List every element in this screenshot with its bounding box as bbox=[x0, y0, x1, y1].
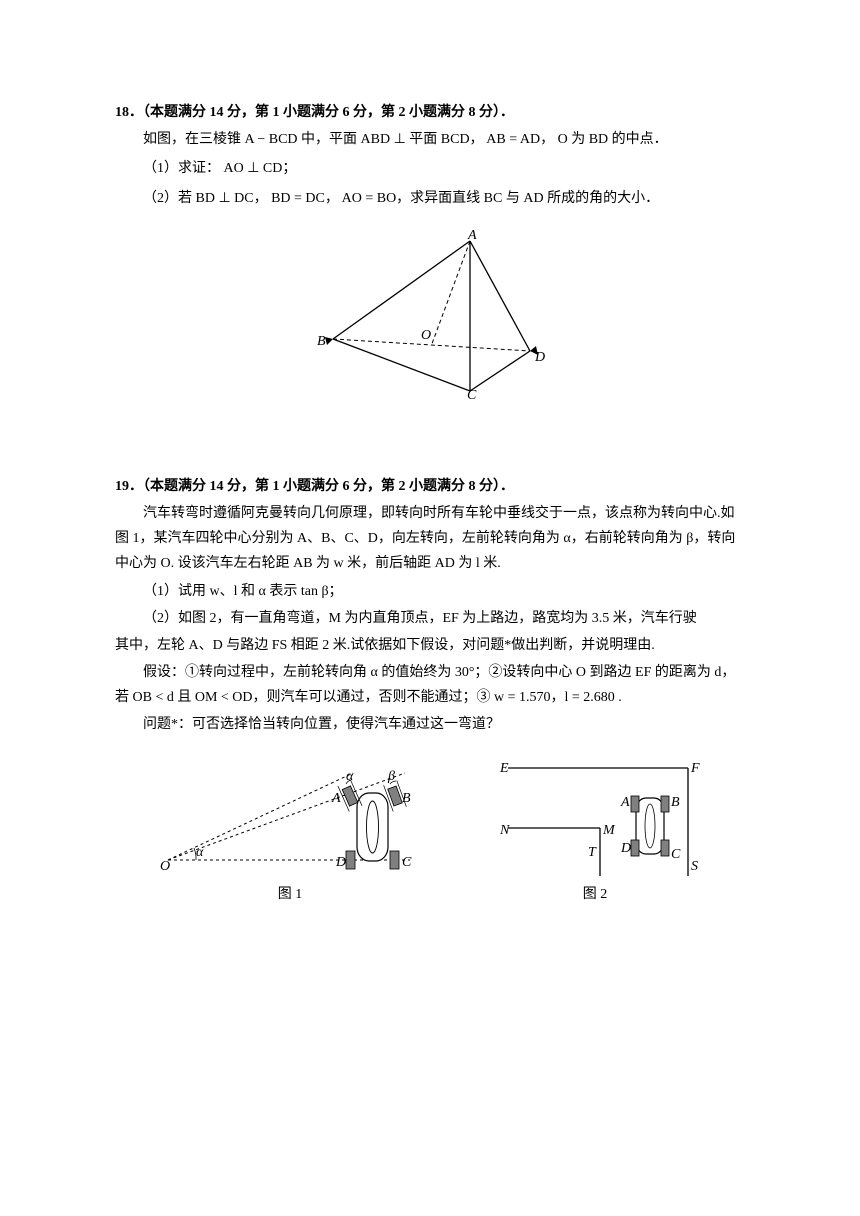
fig1-A: A bbox=[331, 791, 341, 806]
fig2-S: S bbox=[691, 859, 698, 874]
problem-19: 19．（本题满分 14 分，第 1 小题满分 6 分，第 2 小题满分 8 分）… bbox=[115, 474, 745, 907]
figure-row: α β α O A B D C 图 1 bbox=[115, 758, 745, 907]
problem-18-sub1: （1）求证： AO ⊥ CD； bbox=[115, 156, 745, 181]
fig2-N: N bbox=[499, 823, 510, 838]
problem-19-header: 19．（本题满分 14 分，第 1 小题满分 6 分，第 2 小题满分 8 分）… bbox=[115, 474, 745, 499]
label-beta: β bbox=[387, 769, 395, 784]
problem-19-para3: 假设：①转向过程中，左前轮转向角 α 的值始终为 30°；②设转向中心 O 到路… bbox=[115, 660, 745, 710]
label-B: B bbox=[317, 334, 326, 349]
label-D: D bbox=[534, 350, 545, 365]
figure-2-svg: E F N M T S A B D C bbox=[490, 758, 700, 878]
tetrahedron-figure: A B D C O bbox=[315, 229, 545, 399]
fig1-B: B bbox=[402, 791, 411, 806]
fig1-O: O bbox=[160, 859, 170, 874]
figure-2-block: E F N M T S A B D C 图 2 bbox=[490, 758, 700, 907]
fig1-C: C bbox=[402, 855, 412, 870]
fig2-E: E bbox=[499, 761, 509, 776]
figure-1-caption: 图 1 bbox=[278, 882, 303, 907]
label-A: A bbox=[467, 229, 477, 243]
problem-19-para2a: （2）如图 2，有一直角弯道，M 为内直角顶点，EF 为上路边，路宽均为 3.5… bbox=[115, 606, 745, 631]
problem-number: 18． bbox=[115, 105, 143, 120]
problem-19-para4: 问题*：可否选择恰当转向位置，使得汽车通过这一弯道？ bbox=[115, 712, 745, 737]
label-alpha2: α bbox=[196, 845, 204, 860]
fig2-C: C bbox=[671, 847, 681, 862]
label-alpha: α bbox=[346, 769, 354, 784]
fig2-T: T bbox=[588, 845, 597, 860]
problem-18-header: 18．（本题满分 14 分，第 1 小题满分 6 分，第 2 小题满分 8 分）… bbox=[115, 100, 745, 125]
label-C: C bbox=[467, 388, 477, 399]
problem-header-text: （本题满分 14 分，第 1 小题满分 6 分，第 2 小题满分 8 分）． bbox=[143, 479, 514, 494]
fig2-B: B bbox=[671, 795, 680, 810]
problem-number: 19． bbox=[115, 479, 143, 494]
problem-header-text: （本题满分 14 分，第 1 小题满分 6 分，第 2 小题满分 8 分）． bbox=[143, 105, 514, 120]
figure-1-block: α β α O A B D C 图 1 bbox=[160, 758, 420, 907]
problem-19-para2b: 其中，左轮 A、D 与路边 FS 相距 2 米.试依据如下假设，对问题*做出判断… bbox=[115, 633, 745, 658]
fig2-M: M bbox=[602, 823, 616, 838]
figure-2-caption: 图 2 bbox=[583, 882, 608, 907]
problem-18: 18．（本题满分 14 分，第 1 小题满分 6 分，第 2 小题满分 8 分）… bbox=[115, 100, 745, 399]
problem-18-sub2: （2）若 BD ⊥ DC， BD = DC， AO = BO，求异面直线 BC … bbox=[115, 186, 745, 211]
problem-19-para1: 汽车转弯时遵循阿克曼转向几何原理，即转向时所有车轮中垂线交于一点，该点称为转向中… bbox=[115, 501, 745, 577]
figure-1-svg: α β α O A B D C bbox=[160, 758, 420, 878]
fig2-A: A bbox=[620, 795, 630, 810]
fig2-F: F bbox=[690, 761, 700, 776]
problem-18-intro: 如图，在三棱锥 A − BCD 中，平面 ABD ⊥ 平面 BCD， AB = … bbox=[115, 127, 745, 152]
problem-19-sub1: （1）试用 w、l 和 α 表示 tan β； bbox=[115, 579, 745, 604]
fig2-D: D bbox=[620, 841, 631, 856]
label-O: O bbox=[421, 328, 431, 343]
fig1-D: D bbox=[335, 855, 346, 870]
